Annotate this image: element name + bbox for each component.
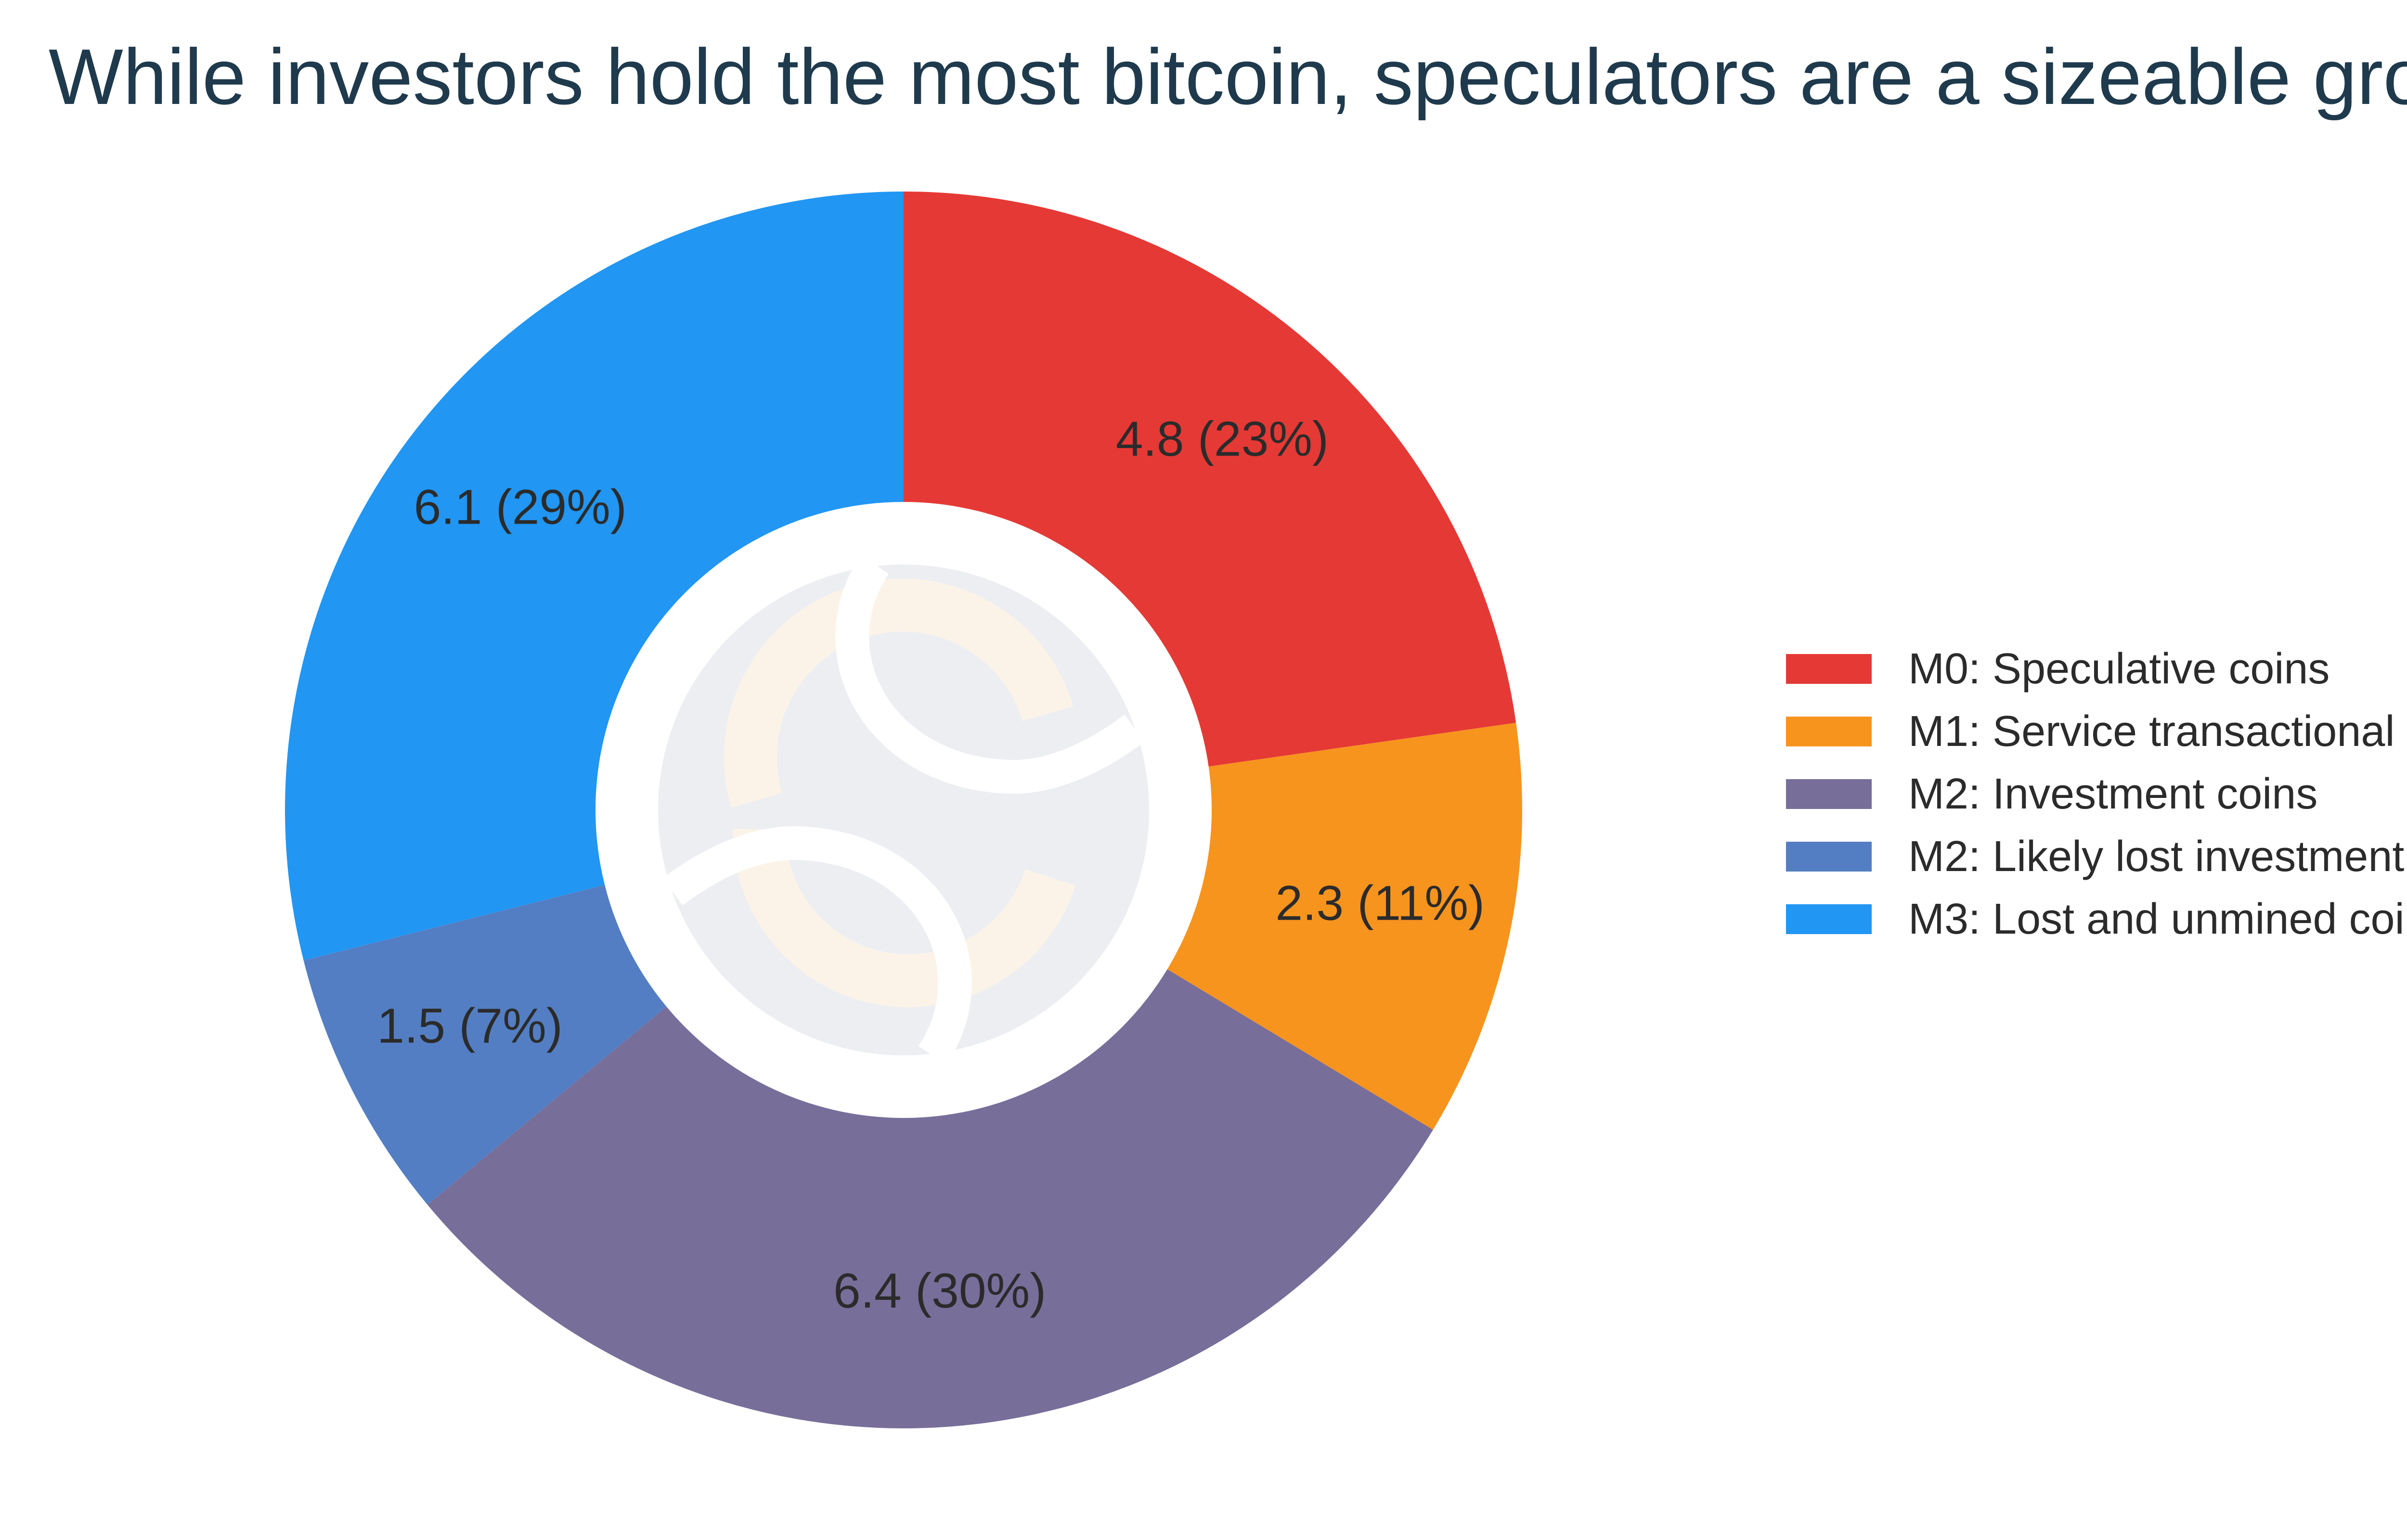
pie-slice [427, 969, 1433, 1428]
legend-item: M0: Speculative coins [1786, 638, 2407, 700]
slice-data-label: 2.3 (11%) [1275, 876, 1485, 931]
legend-swatch [1786, 904, 1872, 934]
pie-slice [285, 192, 904, 961]
pie-slice [1167, 722, 1523, 1130]
legend: M0: Speculative coins M1: Service transac… [1786, 638, 2407, 950]
legend-label: M1: Service transactional coins [1908, 707, 2407, 756]
slice-data-label: 1.5 (7%) [377, 998, 563, 1053]
legend-item: M2: Likely lost investment coins [1786, 825, 2407, 888]
legend-swatch [1786, 842, 1872, 872]
legend-label: M3: Lost and unmined coins [1908, 895, 2407, 943]
legend-label: M2: Investment coins [1908, 770, 2318, 818]
legend-swatch [1786, 654, 1872, 684]
slice-data-label: 4.8 (23%) [1116, 411, 1329, 466]
legend-swatch [1786, 717, 1872, 746]
logo-watermark-icon [658, 555, 1149, 1065]
legend-swatch [1786, 779, 1872, 809]
chart-title: While investors hold the most bitcoin, s… [48, 33, 2407, 121]
legend-item: M3: Lost and unmined coins [1786, 888, 2407, 950]
legend-item: M2: Investment coins [1786, 763, 2407, 825]
slice-data-label: 6.1 (29%) [414, 480, 627, 535]
pie-slice [904, 192, 1516, 767]
legend-label: M2: Likely lost investment coins [1908, 833, 2407, 881]
legend-label: M0: Speculative coins [1908, 645, 2330, 693]
pie-slice [303, 885, 667, 1205]
slice-data-label: 6.4 (30%) [833, 1263, 1046, 1318]
legend-item: M1: Service transactional coins [1786, 700, 2407, 763]
